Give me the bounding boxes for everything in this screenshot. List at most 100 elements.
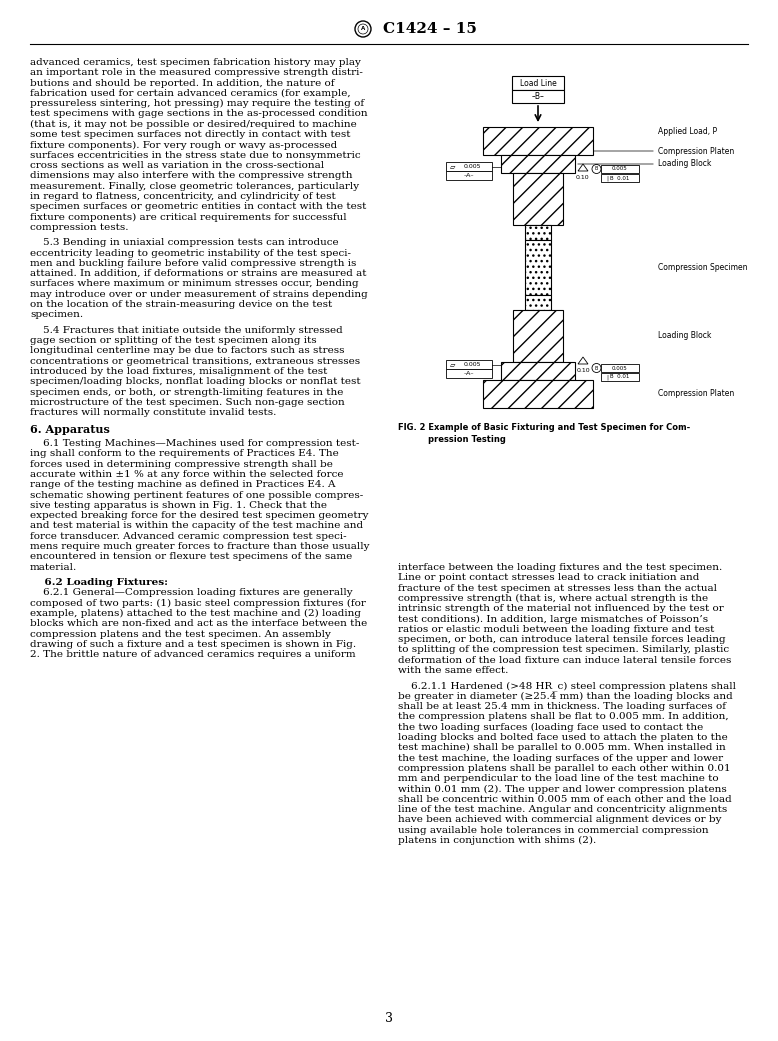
Text: 6.2.1.1 Hardened (>48 HR_c) steel compression platens shall: 6.2.1.1 Hardened (>48 HR_c) steel compre… — [398, 682, 736, 691]
Text: concentrations or geometrical transitions, extraneous stresses: concentrations or geometrical transition… — [30, 357, 360, 365]
Text: 0.005: 0.005 — [463, 362, 481, 367]
Text: an important role in the measured compressive strength distri-: an important role in the measured compre… — [30, 69, 363, 77]
Bar — [446, 171, 492, 180]
Bar — [446, 369, 492, 378]
Text: men and buckling failure before valid compressive strength is: men and buckling failure before valid co… — [30, 259, 356, 268]
Text: Compression Specimen: Compression Specimen — [658, 263, 748, 272]
Text: 6.2 Loading Fixtures:: 6.2 Loading Fixtures: — [30, 578, 168, 587]
Text: compression platens and the test specimen. An assembly: compression platens and the test specime… — [30, 630, 331, 638]
Text: A: A — [361, 26, 365, 31]
Text: cross sections as well as variation in the cross-sectional: cross sections as well as variation in t… — [30, 161, 324, 170]
Text: 5.3 Bending in uniaxial compression tests can introduce: 5.3 Bending in uniaxial compression test… — [30, 238, 338, 248]
Text: test conditions). In addition, large mismatches of Poisson’s: test conditions). In addition, large mis… — [398, 614, 708, 624]
Text: shall be at least 25.4 mm in thickness. The loading surfaces of: shall be at least 25.4 mm in thickness. … — [398, 702, 726, 711]
Text: surfaces eccentricities in the stress state due to nonsymmetric: surfaces eccentricities in the stress st… — [30, 151, 361, 159]
Text: encountered in tension or flexure test specimens of the same: encountered in tension or flexure test s… — [30, 553, 352, 561]
Text: Compression Platen: Compression Platen — [658, 389, 734, 399]
Text: example, platens) attached to the test machine and (2) loading: example, platens) attached to the test m… — [30, 609, 361, 618]
Text: pressureless sintering, hot pressing) may require the testing of: pressureless sintering, hot pressing) ma… — [30, 99, 364, 108]
Text: microstructure of the test specimen. Such non-gage section: microstructure of the test specimen. Suc… — [30, 398, 345, 407]
Text: ▱: ▱ — [450, 163, 456, 170]
Bar — [501, 155, 575, 173]
Text: C1424 – 15: C1424 – 15 — [383, 22, 477, 36]
Text: sive testing apparatus is shown in Fig. 1. Check that the: sive testing apparatus is shown in Fig. … — [30, 501, 327, 510]
Text: ing shall conform to the requirements of Practices E4. The: ing shall conform to the requirements of… — [30, 450, 338, 458]
Text: gage section or splitting of the test specimen along its: gage section or splitting of the test sp… — [30, 336, 317, 346]
Bar — [483, 127, 593, 155]
Text: 3: 3 — [385, 1013, 393, 1025]
Text: blocks which are non-fixed and act as the interface between the: blocks which are non-fixed and act as th… — [30, 619, 367, 629]
Text: –A–: –A– — [464, 371, 475, 376]
Text: schematic showing pertinent features of one possible compres-: schematic showing pertinent features of … — [30, 490, 363, 500]
Bar — [501, 362, 575, 380]
Text: compressive strength (that is, where actual strength is the: compressive strength (that is, where act… — [398, 594, 708, 603]
Text: 6. Apparatus: 6. Apparatus — [30, 424, 110, 435]
Bar — [601, 373, 639, 381]
Text: Loading Block: Loading Block — [658, 159, 711, 169]
Text: 0.005: 0.005 — [612, 167, 628, 172]
Bar — [525, 295, 551, 310]
Bar — [512, 90, 564, 103]
Bar — [446, 162, 492, 171]
Bar — [483, 380, 593, 408]
Text: loading blocks and bolted face used to attach the platen to the: loading blocks and bolted face used to a… — [398, 733, 727, 742]
Text: 0.005: 0.005 — [463, 164, 481, 169]
Text: 6.2.1 General—Compression loading fixtures are generally: 6.2.1 General—Compression loading fixtur… — [30, 588, 352, 598]
Text: longitudinal centerline may be due to factors such as stress: longitudinal centerline may be due to fa… — [30, 347, 345, 355]
Text: drawing of such a fixture and a test specimen is shown in Fig.: drawing of such a fixture and a test spe… — [30, 640, 356, 649]
Text: composed of two parts: (1) basic steel compression fixtures (for: composed of two parts: (1) basic steel c… — [30, 599, 366, 608]
Bar — [512, 76, 564, 90]
Text: mens require much greater forces to fracture than those usually: mens require much greater forces to frac… — [30, 542, 370, 551]
Text: 6.1 Testing Machines—Machines used for compression test-: 6.1 Testing Machines—Machines used for c… — [30, 439, 359, 448]
Text: 0.10: 0.10 — [575, 175, 589, 180]
Text: fabrication used for certain advanced ceramics (for example,: fabrication used for certain advanced ce… — [30, 88, 351, 98]
Text: B  0.01: B 0.01 — [610, 375, 629, 380]
Text: surfaces where maximum or minimum stresses occur, bending: surfaces where maximum or minimum stress… — [30, 279, 359, 288]
Text: specimen/loading blocks, nonflat loading blocks or nonflat test: specimen/loading blocks, nonflat loading… — [30, 377, 361, 386]
Text: to splitting of the compression test specimen. Similarly, plastic: to splitting of the compression test spe… — [398, 645, 729, 655]
Polygon shape — [578, 164, 588, 171]
Text: fixture components). For very rough or wavy as-processed: fixture components). For very rough or w… — [30, 141, 337, 150]
Text: Loading Block: Loading Block — [658, 331, 711, 340]
Text: compression tests.: compression tests. — [30, 223, 128, 232]
Text: platens in conjunction with shims (2).: platens in conjunction with shims (2). — [398, 836, 596, 845]
Bar — [601, 166, 639, 173]
Text: 2. The brittle nature of advanced ceramics requires a uniform: 2. The brittle nature of advanced cerami… — [30, 651, 356, 659]
Text: specimen ends, or both, or strength-limiting features in the: specimen ends, or both, or strength-limi… — [30, 387, 343, 397]
Text: range of the testing machine as defined in Practices E4. A: range of the testing machine as defined … — [30, 480, 335, 489]
Text: mm and perpendicular to the load line of the test machine to: mm and perpendicular to the load line of… — [398, 775, 719, 783]
Text: and test material is within the capacity of the test machine and: and test material is within the capacity… — [30, 522, 363, 531]
Text: using available hole tolerances in commercial compression: using available hole tolerances in comme… — [398, 826, 709, 835]
Text: have been achieved with commercial alignment devices or by: have been achieved with commercial align… — [398, 815, 721, 824]
Text: interface between the loading fixtures and the test specimen.: interface between the loading fixtures a… — [398, 563, 722, 572]
Text: deformation of the load fixture can induce lateral tensile forces: deformation of the load fixture can indu… — [398, 656, 731, 665]
Polygon shape — [578, 357, 588, 364]
Text: 0.10: 0.10 — [576, 369, 590, 373]
Bar — [601, 174, 639, 182]
Text: on the location of the strain-measuring device on the test: on the location of the strain-measuring … — [30, 300, 332, 309]
Text: test specimens with gage sections in the as-processed condition: test specimens with gage sections in the… — [30, 109, 368, 119]
Text: dimensions may also interfere with the compressive strength: dimensions may also interfere with the c… — [30, 172, 352, 180]
Text: material.: material. — [30, 563, 77, 572]
Text: expected breaking force for the desired test specimen geometry: expected breaking force for the desired … — [30, 511, 369, 520]
Text: B: B — [595, 365, 598, 371]
Text: may introduce over or under measurement of strains depending: may introduce over or under measurement … — [30, 289, 368, 299]
Text: |: | — [606, 175, 608, 181]
Text: specimen.: specimen. — [30, 310, 83, 320]
Text: in regard to flatness, concentricity, and cylindricity of test: in regard to flatness, concentricity, an… — [30, 192, 336, 201]
Text: –A–: –A– — [464, 173, 475, 178]
Text: some test specimen surfaces not directly in contact with test: some test specimen surfaces not directly… — [30, 130, 351, 139]
Text: shall be concentric within 0.005 mm of each other and the load: shall be concentric within 0.005 mm of e… — [398, 794, 732, 804]
Text: forces used in determining compressive strength shall be: forces used in determining compressive s… — [30, 460, 333, 468]
Text: measurement. Finally, close geometric tolerances, particularly: measurement. Finally, close geometric to… — [30, 181, 359, 191]
Text: specimen, or both, can introduce lateral tensile forces leading: specimen, or both, can introduce lateral… — [398, 635, 726, 644]
Text: within 0.01 mm (2). The upper and lower compression platens: within 0.01 mm (2). The upper and lower … — [398, 785, 727, 793]
Bar — [525, 225, 551, 240]
Text: 0.005: 0.005 — [612, 365, 628, 371]
Text: Line or point contact stresses lead to crack initiation and: Line or point contact stresses lead to c… — [398, 574, 699, 582]
Text: fracture of the test specimen at stresses less than the actual: fracture of the test specimen at stresse… — [398, 584, 717, 592]
Text: Compression Platen: Compression Platen — [658, 147, 734, 155]
Text: accurate within ±1 % at any force within the selected force: accurate within ±1 % at any force within… — [30, 469, 344, 479]
Text: fractures will normally constitute invalid tests.: fractures will normally constitute inval… — [30, 408, 276, 417]
Text: Load Line: Load Line — [520, 78, 556, 87]
